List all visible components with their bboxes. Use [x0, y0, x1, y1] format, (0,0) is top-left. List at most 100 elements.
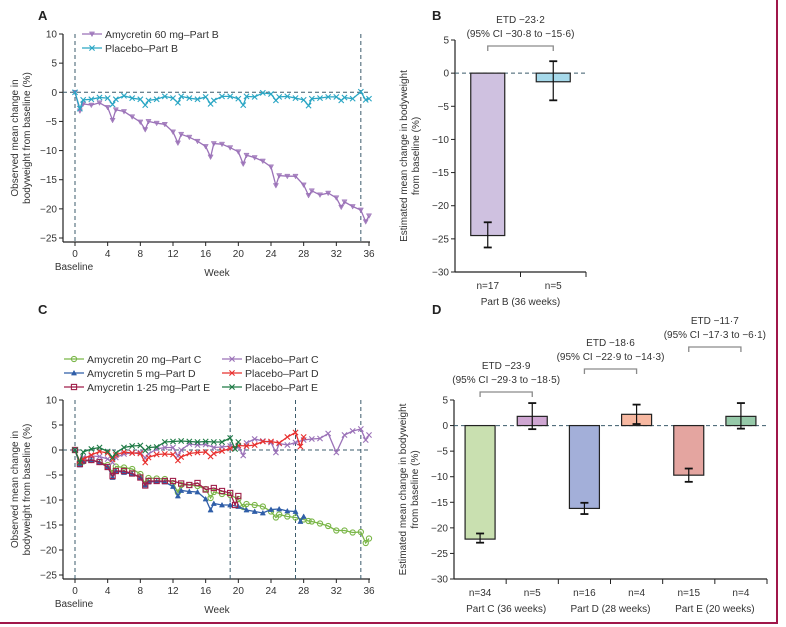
- marker-x: [80, 449, 87, 455]
- marker-x: [276, 93, 283, 100]
- marker-x: [186, 441, 193, 447]
- marker-square: [194, 479, 201, 487]
- x-tick-label: 24: [265, 249, 277, 260]
- marker-x: [109, 101, 116, 108]
- marker-circle: [243, 500, 250, 508]
- marker-x: [235, 95, 242, 102]
- x-tick-label: 4: [105, 249, 111, 260]
- marker-triangle-up: [300, 513, 307, 519]
- marker-x: [210, 97, 217, 104]
- marker-triangle-down: [272, 183, 279, 189]
- marker-x: [178, 454, 185, 460]
- marker-square: [218, 487, 226, 495]
- marker-circle: [305, 517, 312, 525]
- marker-x: [161, 93, 168, 100]
- series-2: [71, 446, 242, 509]
- marker-x: [317, 95, 323, 102]
- x-sublabel-baseline: Baseline: [55, 262, 94, 273]
- marker-x: [186, 95, 193, 102]
- y-axis-label-line: bodyweight from baseline (%): [22, 424, 33, 556]
- x-tick-label: 20: [233, 249, 245, 260]
- marker-triangle-down: [338, 204, 345, 211]
- y-tick-label: −25: [431, 549, 448, 560]
- marker-triangle-down: [365, 213, 373, 219]
- marker-triangle-up: [169, 483, 177, 489]
- marker-x: [292, 95, 299, 102]
- marker-x: [325, 93, 332, 100]
- panel-letter: D: [432, 302, 441, 317]
- marker-x: [317, 435, 323, 442]
- marker-x: [341, 94, 348, 101]
- marker-x: [153, 96, 160, 103]
- x-tick-label: 4: [105, 586, 111, 597]
- marker-x: [308, 436, 315, 442]
- marker-triangle-up: [70, 369, 78, 376]
- marker-triangle-down: [88, 31, 96, 38]
- marker-x: [137, 442, 144, 449]
- marker-x: [121, 444, 127, 451]
- marker-x: [366, 95, 372, 102]
- legend-label: Amycretin 20 mg–Part C: [87, 354, 202, 366]
- marker-x: [174, 99, 181, 106]
- marker-x: [333, 449, 340, 456]
- marker-triangle-down: [292, 173, 299, 180]
- x-tick-label: 24: [265, 586, 277, 597]
- legend: Amycretin 20 mg–Part C Amycretin 5 mg–Par…: [64, 354, 319, 394]
- category-label: n=4: [732, 588, 749, 599]
- marker-x: [170, 438, 176, 445]
- legend-label: Placebo–Part B: [105, 43, 178, 55]
- marker-triangle-down: [243, 152, 250, 159]
- y-tick-label: 10: [46, 30, 58, 41]
- y-axis-label: Observed mean change inbodyweight from b…: [10, 72, 33, 204]
- marker-x: [89, 45, 95, 51]
- y-tick-label: −30: [431, 575, 448, 586]
- legend-label: Placebo–Part C: [245, 354, 319, 366]
- marker-triangle-down: [202, 144, 209, 150]
- marker-square: [120, 467, 128, 475]
- marker-x: [349, 428, 356, 434]
- marker-triangle-down: [120, 109, 128, 115]
- marker-x: [112, 450, 119, 456]
- marker-x: [88, 96, 95, 103]
- marker-triangle-down: [227, 145, 234, 151]
- marker-x: [153, 451, 160, 458]
- marker-x: [194, 449, 201, 456]
- etd-label: ETD −11·7: [691, 316, 739, 327]
- marker-x: [229, 384, 235, 390]
- y-axis-label-line: Observed mean change in: [10, 431, 21, 548]
- marker-x: [333, 93, 340, 100]
- marker-triangle-down: [308, 188, 315, 194]
- marker-x: [142, 459, 149, 466]
- marker-circle: [341, 527, 348, 534]
- y-tick-label: −25: [40, 571, 57, 582]
- series-line: [74, 90, 370, 111]
- y-tick-label: −10: [432, 135, 449, 146]
- x-tick-label: 8: [138, 249, 144, 260]
- marker-x: [243, 443, 250, 449]
- marker-square: [169, 477, 177, 485]
- marker-x: [357, 426, 364, 432]
- legend-label: Placebo–Part E: [245, 382, 318, 394]
- marker-x: [240, 102, 247, 109]
- marker-square: [231, 501, 239, 509]
- category-label: n=4: [628, 588, 645, 599]
- marker-x: [202, 93, 209, 100]
- marker-square: [142, 482, 149, 489]
- marker-triangle-up: [243, 506, 250, 513]
- y-tick-label: 5: [51, 59, 57, 70]
- marker-x: [96, 444, 103, 451]
- bar: [464, 424, 496, 540]
- marker-x: [240, 452, 247, 459]
- marker-x: [142, 102, 149, 109]
- marker-triangle-down: [129, 114, 136, 120]
- y-axis-label: Estimated mean change in bodyweightfrom …: [399, 70, 422, 242]
- marker-triangle-up: [297, 518, 304, 524]
- marker-x: [259, 438, 266, 445]
- x-tick-label: 16: [200, 586, 212, 597]
- x-axis-label: Week: [204, 605, 230, 616]
- marker-triangle-up: [178, 487, 185, 493]
- marker-x: [227, 93, 234, 100]
- x-tick-label: 12: [167, 249, 179, 260]
- series-0: [71, 446, 373, 547]
